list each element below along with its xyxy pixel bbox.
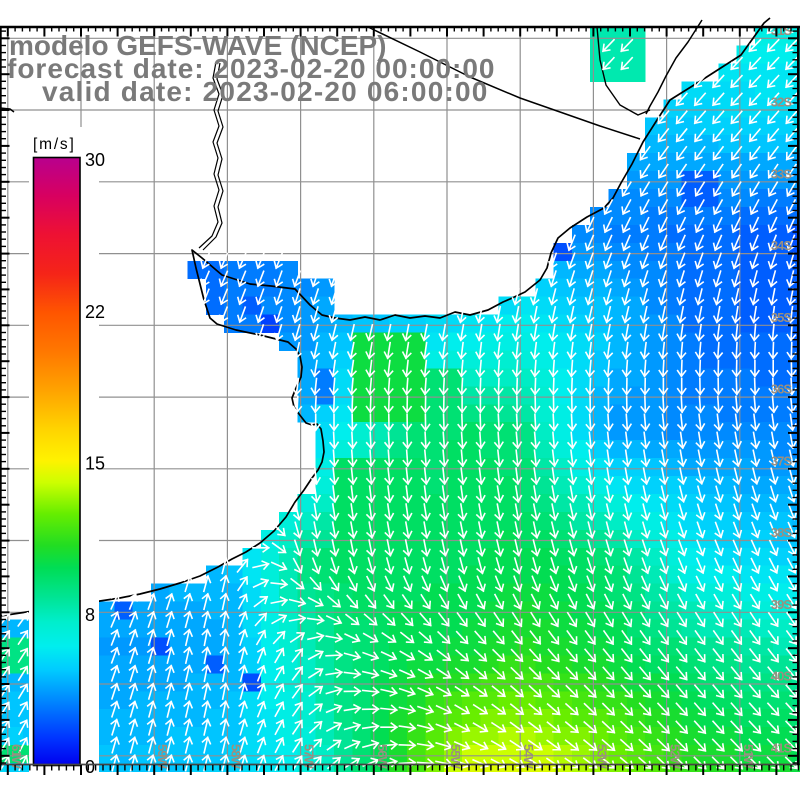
svg-text:41S: 41S: [771, 740, 792, 755]
svg-text:37S: 37S: [771, 453, 792, 468]
svg-text:32S: 32S: [771, 95, 792, 110]
svg-text:15: 15: [85, 454, 105, 474]
svg-text:31S: 31S: [771, 23, 792, 38]
svg-text:0: 0: [85, 757, 95, 777]
svg-text:57W: 57W: [302, 744, 317, 769]
svg-text:valid date: 2023-02-20 06:00:0: valid date: 2023-02-20 06:00:00: [42, 76, 489, 107]
svg-text:30: 30: [85, 150, 105, 170]
svg-text:56W: 56W: [375, 744, 390, 769]
svg-text:[m/s]: [m/s]: [33, 136, 76, 153]
svg-text:61W: 61W: [9, 744, 24, 769]
svg-text:35S: 35S: [771, 310, 792, 325]
svg-text:8: 8: [85, 605, 95, 625]
svg-text:22: 22: [85, 302, 105, 322]
svg-text:34S: 34S: [771, 238, 792, 253]
svg-text:53W: 53W: [594, 744, 609, 769]
svg-text:51W: 51W: [741, 744, 756, 769]
svg-text:38S: 38S: [771, 525, 792, 540]
svg-text:36S: 36S: [771, 382, 792, 397]
svg-text:modelo GEFS-WAVE (NCEP): modelo GEFS-WAVE (NCEP): [9, 30, 387, 61]
svg-text:55W: 55W: [448, 744, 463, 769]
svg-text:59W: 59W: [155, 744, 170, 769]
svg-text:58W: 58W: [228, 744, 243, 769]
svg-text:33S: 33S: [771, 166, 792, 181]
svg-text:forecast date: 2023-02-20 00:0: forecast date: 2023-02-20 00:00:00: [7, 53, 495, 84]
svg-text:52W: 52W: [668, 744, 683, 769]
svg-text:40S: 40S: [771, 669, 792, 684]
svg-text:39S: 39S: [771, 597, 792, 612]
svg-text:54W: 54W: [521, 744, 536, 769]
